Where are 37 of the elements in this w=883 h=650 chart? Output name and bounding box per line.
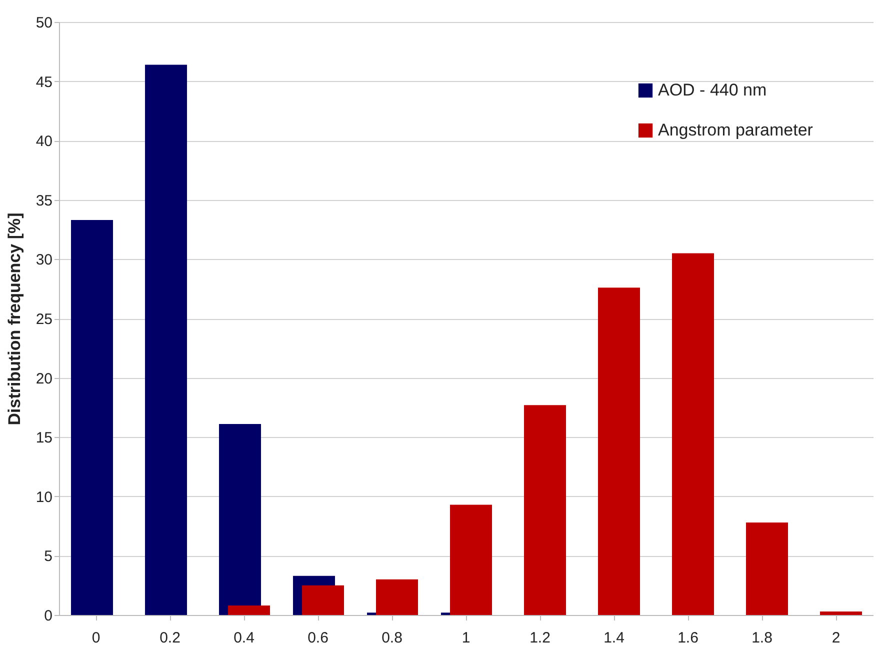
x-tick-label: 2 <box>832 630 840 646</box>
bar <box>746 522 788 615</box>
bar <box>145 64 187 615</box>
x-tick-label: 1.6 <box>678 630 698 646</box>
y-tick-label: 10 <box>36 488 52 506</box>
y-tick-label: 25 <box>36 311 52 328</box>
y-tick-label: 0 <box>44 608 52 624</box>
y-tick-label: 5 <box>44 548 52 566</box>
x-tick-label: 1.4 <box>604 630 624 646</box>
x-tick-label: 1 <box>462 630 470 646</box>
bar <box>450 504 492 615</box>
y-tick-label: 30 <box>36 252 52 269</box>
bar <box>376 579 418 615</box>
legend-label: Angstrom parameter <box>658 120 814 140</box>
y-tick-label: 45 <box>36 74 52 91</box>
bar <box>228 606 270 615</box>
x-tick-label: 1.2 <box>530 630 550 646</box>
bar <box>302 585 344 615</box>
bar <box>598 288 640 615</box>
x-tick-label: 1.8 <box>752 630 772 646</box>
x-tick-label: 0.8 <box>382 630 402 646</box>
x-tick-label: 0.2 <box>160 630 180 646</box>
bar <box>219 424 261 615</box>
x-tick-label: 0.4 <box>234 630 254 646</box>
bar <box>524 405 566 615</box>
y-axis-title: Distribution frequency [%] <box>4 212 24 426</box>
y-tick-label: 20 <box>36 370 52 388</box>
x-tick-label: 0 <box>92 630 100 646</box>
y-tick-label: 50 <box>36 14 52 32</box>
bar <box>672 253 714 615</box>
bar <box>71 220 113 615</box>
legend-label: AOD - 440 nm <box>658 80 767 100</box>
y-tick-label: 40 <box>36 133 52 150</box>
y-tick-label: 15 <box>36 430 52 447</box>
y-tick-label: 35 <box>36 192 52 210</box>
x-tick-label: 0.6 <box>308 630 328 646</box>
bar <box>820 611 862 615</box>
